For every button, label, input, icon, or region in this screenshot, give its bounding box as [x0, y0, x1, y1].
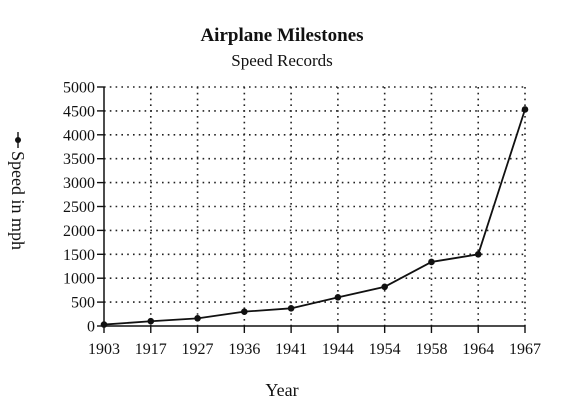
x-tick-label: 1903: [88, 341, 120, 358]
gridlines: [104, 86, 526, 326]
data-point: [100, 321, 108, 328]
y-tick-label: 1000: [63, 271, 95, 288]
data-point: [241, 308, 248, 315]
y-tick-label: 3500: [63, 151, 95, 168]
data-point: [287, 305, 295, 312]
axes: [97, 86, 526, 333]
y-tick-label: 5000: [63, 80, 95, 97]
data-series: [100, 106, 529, 328]
y-tick-label: 2500: [63, 199, 95, 216]
y-tick-label: 3000: [63, 175, 95, 192]
y-tick-label: 0: [87, 319, 95, 336]
y-tick-label: 1500: [63, 247, 95, 264]
data-point: [381, 283, 388, 291]
y-legend: Speed in mph: [8, 132, 28, 250]
x-tick-label: 1936: [228, 341, 260, 358]
y-tick-label: 500: [71, 295, 95, 312]
data-point: [194, 315, 201, 322]
data-point: [428, 258, 435, 266]
y-tick-label: 4500: [63, 103, 95, 120]
chart-subtitle: Speed Records: [231, 51, 333, 70]
data-point: [521, 106, 529, 113]
data-point: [334, 294, 342, 301]
x-tick-label: 1917: [135, 341, 167, 358]
y-tick-label: 2000: [63, 223, 95, 240]
data-point: [474, 251, 482, 258]
x-axis-label: Year: [265, 380, 298, 400]
series-line: [103, 109, 526, 326]
x-tick-label: 1958: [415, 341, 447, 358]
chart-title: Airplane Milestones: [200, 25, 363, 46]
x-tick-label: 1964: [462, 341, 494, 358]
data-point: [147, 317, 155, 325]
x-tick-labels: 1903 1917 1927 1936 1941 1944 1954 1958 1964 1967: [88, 341, 541, 358]
x-tick-label: 1944: [322, 341, 354, 358]
y-axis-label: Speed in mph: [8, 151, 28, 250]
legend-point-marker: [15, 137, 21, 143]
x-tick-label: 1967: [509, 341, 541, 358]
x-tick-label: 1927: [182, 341, 214, 358]
x-tick-label: 1941: [275, 341, 307, 358]
y-tick-label: 4000: [63, 127, 95, 144]
x-tick-label: 1954: [369, 341, 401, 358]
